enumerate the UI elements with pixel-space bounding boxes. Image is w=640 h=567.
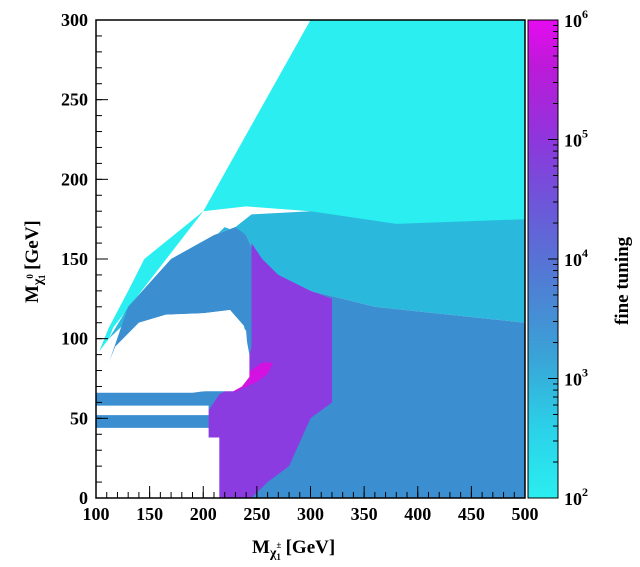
colorbar-tick-label: 102 bbox=[564, 485, 588, 509]
colorbar-title: fine tuning bbox=[612, 236, 633, 325]
colorbar-tick-label: 103 bbox=[564, 366, 588, 390]
region-dense-core bbox=[208, 243, 332, 498]
x-axis: 100 150 200 250 300 350 400 450 500 bbox=[83, 486, 539, 524]
x-axis-title: Mχ± 1 [GeV] bbox=[252, 537, 335, 562]
y-axis-title: Mχ0 1 [GeV] bbox=[22, 220, 47, 303]
colorbar-axis: 102 103 104 105 106 bbox=[548, 7, 588, 509]
colorbar-tick-label: 106 bbox=[564, 7, 588, 31]
plot-area bbox=[96, 20, 525, 498]
y-tick-label: 0 bbox=[79, 488, 88, 508]
colorbar-tick-label: 104 bbox=[564, 246, 588, 270]
gap-lower-gap bbox=[96, 427, 220, 498]
y-tick-label: 250 bbox=[61, 90, 88, 110]
x-tick-label: 400 bbox=[404, 504, 431, 524]
y-tick-label: 300 bbox=[61, 10, 88, 30]
region-upper-band bbox=[99, 20, 525, 352]
y-tick-label: 150 bbox=[61, 249, 88, 269]
x-tick-label: 250 bbox=[243, 504, 270, 524]
x-tick-label: 100 bbox=[83, 504, 110, 524]
x-tick-label: 350 bbox=[351, 504, 378, 524]
y-tick-label: 50 bbox=[70, 408, 88, 428]
y-axis: 0 50 100 150 200 250 300 bbox=[61, 10, 108, 508]
y-tick-label: 200 bbox=[61, 169, 88, 189]
y-tick-label: 100 bbox=[61, 329, 88, 349]
x-tick-label: 450 bbox=[458, 504, 485, 524]
x-tick-label: 500 bbox=[512, 504, 539, 524]
x-tick-label: 150 bbox=[136, 504, 163, 524]
region-mid-band bbox=[108, 211, 525, 339]
gap-strip-gap bbox=[96, 405, 209, 416]
colorbar-tick-label: 105 bbox=[564, 127, 588, 151]
x-tick-label: 200 bbox=[190, 504, 217, 524]
gap-notch bbox=[96, 310, 250, 392]
region-hot-spots bbox=[233, 362, 273, 393]
x-tick-label: 300 bbox=[297, 504, 324, 524]
